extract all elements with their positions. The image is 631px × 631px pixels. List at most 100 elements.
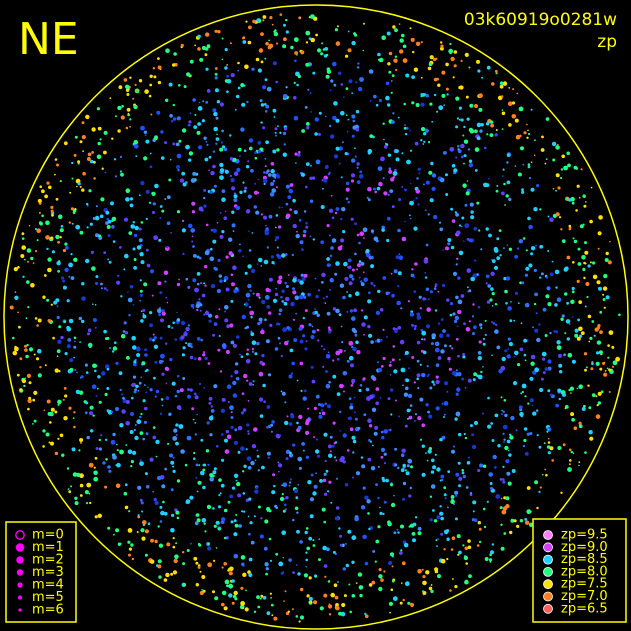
star xyxy=(597,401,601,405)
star xyxy=(542,473,544,476)
star xyxy=(194,395,199,400)
star xyxy=(175,142,180,147)
star xyxy=(501,128,504,131)
star xyxy=(153,235,159,241)
star xyxy=(314,449,320,454)
star xyxy=(380,430,384,434)
star xyxy=(243,149,247,152)
star xyxy=(243,510,246,513)
star xyxy=(383,138,385,141)
star xyxy=(404,424,408,428)
star xyxy=(481,76,484,79)
star xyxy=(306,126,310,130)
legends: m=0m=1m=2m=3m=4m=5m=6zp=9.5zp=9.0zp=8.5z… xyxy=(15,528,608,618)
star xyxy=(390,272,393,275)
star xyxy=(96,387,99,390)
star xyxy=(437,356,442,360)
star xyxy=(57,269,60,273)
frame-id: 03k60919o0281w xyxy=(464,10,617,30)
star xyxy=(62,398,65,401)
star xyxy=(63,141,68,146)
star xyxy=(119,170,122,173)
star xyxy=(527,216,531,221)
star xyxy=(549,217,554,222)
star xyxy=(595,361,600,366)
star xyxy=(350,384,354,387)
star xyxy=(160,398,164,401)
star xyxy=(160,156,165,160)
star xyxy=(280,390,283,393)
star xyxy=(503,438,506,441)
star xyxy=(154,360,158,364)
star xyxy=(207,362,211,365)
zp-swatch xyxy=(543,542,553,553)
star xyxy=(519,411,524,417)
star xyxy=(26,373,31,378)
star xyxy=(186,435,192,441)
star xyxy=(247,570,251,574)
star xyxy=(189,75,191,78)
star xyxy=(368,333,373,338)
star xyxy=(544,468,547,471)
star xyxy=(578,300,583,304)
star xyxy=(333,101,338,106)
star xyxy=(140,221,144,224)
star xyxy=(541,351,547,357)
star xyxy=(321,272,326,278)
star xyxy=(598,350,604,355)
star xyxy=(342,567,346,571)
star xyxy=(281,493,284,496)
star xyxy=(598,286,602,291)
star xyxy=(309,514,314,519)
star xyxy=(520,322,523,324)
star xyxy=(306,546,311,551)
star xyxy=(357,426,361,430)
star xyxy=(368,527,371,531)
star xyxy=(473,226,478,231)
star xyxy=(390,413,393,416)
star xyxy=(450,449,456,454)
star xyxy=(292,223,297,229)
star xyxy=(270,255,274,259)
star xyxy=(360,456,364,459)
star xyxy=(225,287,230,292)
star xyxy=(206,504,212,510)
star xyxy=(482,337,486,341)
star xyxy=(212,228,217,233)
star xyxy=(413,327,417,331)
star xyxy=(501,109,504,111)
star xyxy=(376,361,380,364)
star xyxy=(553,330,556,333)
star xyxy=(339,430,342,432)
star xyxy=(221,566,224,569)
star xyxy=(463,154,467,158)
star xyxy=(184,331,187,334)
star xyxy=(251,444,257,449)
star xyxy=(286,326,290,330)
star xyxy=(599,367,603,371)
star xyxy=(207,463,210,467)
star xyxy=(270,603,274,607)
star xyxy=(260,329,265,335)
star xyxy=(159,505,163,509)
star xyxy=(74,208,77,211)
star xyxy=(165,296,168,299)
star xyxy=(143,384,146,387)
star xyxy=(155,389,160,394)
star xyxy=(139,299,142,302)
star xyxy=(92,217,96,220)
star xyxy=(226,384,232,390)
star xyxy=(467,148,471,151)
star xyxy=(441,93,446,98)
star xyxy=(132,303,135,306)
star xyxy=(517,363,521,367)
star xyxy=(391,358,395,362)
star xyxy=(139,293,144,297)
star xyxy=(336,392,341,396)
star xyxy=(388,601,393,607)
star xyxy=(549,446,554,451)
star xyxy=(172,545,176,549)
star xyxy=(278,323,281,326)
star xyxy=(120,115,125,120)
star xyxy=(571,417,575,422)
